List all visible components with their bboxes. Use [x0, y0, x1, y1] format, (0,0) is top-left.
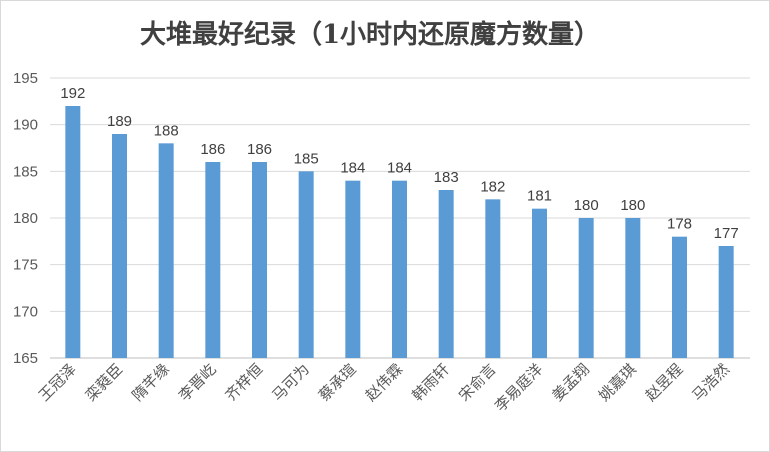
- bar: [345, 180, 361, 358]
- data-label: 180: [574, 197, 599, 214]
- category-label: 韩雨轩: [408, 360, 453, 405]
- category-label: 宋俞言: [455, 360, 500, 405]
- data-label: 178: [667, 216, 692, 233]
- bar: [252, 162, 267, 358]
- data-label: 177: [714, 225, 739, 242]
- category-label: 赵昱程: [642, 360, 687, 405]
- category-label: 蔡承瑄: [315, 360, 360, 405]
- bar: [532, 208, 547, 358]
- category-label: 齐梓恒: [222, 360, 267, 405]
- category-label: 李易庭洋: [491, 360, 546, 415]
- category-label: 李晋屹: [175, 360, 220, 405]
- category-label: 姜孟翔: [548, 360, 593, 405]
- bar: [438, 190, 454, 358]
- bar: [158, 143, 174, 358]
- data-label: 184: [387, 160, 412, 177]
- data-label: 184: [340, 160, 365, 177]
- category-label: 姚嘉琪: [595, 360, 640, 405]
- category-label: 栾蕤臣: [82, 360, 127, 405]
- y-tick-label: 195: [13, 70, 38, 87]
- data-label: 192: [60, 85, 85, 102]
- y-tick-label: 165: [13, 350, 38, 367]
- data-label: 180: [620, 197, 645, 214]
- data-labels: 192 189 188 186 186 185 184 184 183 182 181 180 180 1…: [60, 85, 738, 242]
- category-label: 赵伟霖: [362, 360, 407, 405]
- data-label: 188: [154, 122, 179, 139]
- data-label: 182: [480, 178, 505, 195]
- chart-title: 大堆最好纪录（1小时内还原魔方数量）: [140, 19, 600, 50]
- data-label: 189: [107, 113, 132, 130]
- bar: [625, 218, 641, 358]
- bar: [578, 218, 594, 358]
- category-label: 王冠泽: [35, 360, 80, 405]
- bar: [485, 199, 501, 358]
- y-tick-label: 185: [13, 163, 38, 180]
- bar: [672, 236, 687, 358]
- y-tick-label: 170: [13, 303, 38, 320]
- bar: [718, 246, 734, 358]
- data-label: 186: [200, 141, 225, 158]
- category-label: 隋芊缘: [128, 360, 173, 405]
- bar: [392, 180, 407, 358]
- data-label: 186: [247, 141, 272, 158]
- y-tick-label: 190: [13, 117, 38, 134]
- data-label: 181: [527, 188, 552, 205]
- bars: [65, 106, 734, 358]
- y-tick-label: 175: [13, 257, 38, 274]
- data-label: 183: [434, 169, 459, 186]
- y-tick-label: 180: [13, 210, 38, 227]
- bar: [112, 134, 127, 358]
- bar: [298, 171, 314, 358]
- y-axis-ticks: 165 170 175 180 185 190 195: [13, 70, 38, 367]
- category-label: 马可为: [268, 360, 313, 405]
- bar: [65, 106, 81, 358]
- bar: [205, 162, 221, 358]
- data-label: 185: [294, 150, 319, 167]
- category-label: 马浩然: [688, 360, 733, 405]
